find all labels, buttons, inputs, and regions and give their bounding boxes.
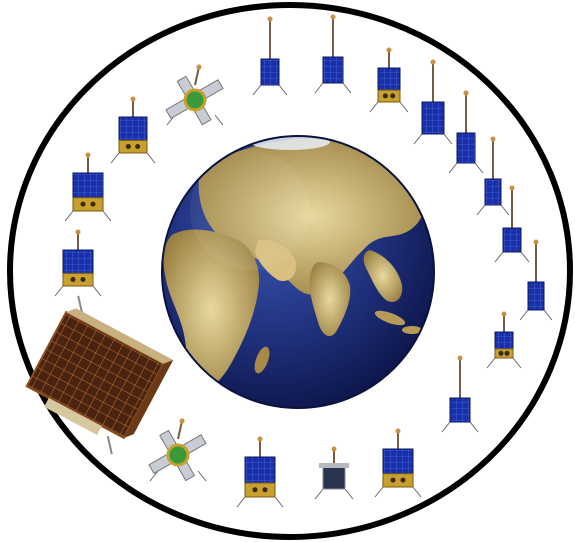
satellite xyxy=(448,90,484,174)
satellite xyxy=(314,446,354,500)
earth-globe xyxy=(161,135,435,409)
satellite xyxy=(236,436,284,508)
satellite xyxy=(441,355,479,433)
large-satellite xyxy=(25,295,174,455)
satellite xyxy=(110,96,156,164)
satellite xyxy=(148,418,207,482)
satellite xyxy=(476,136,510,216)
satellite xyxy=(314,14,352,94)
satellite xyxy=(64,152,112,222)
satellite xyxy=(54,229,102,297)
satellite-ring xyxy=(54,14,553,508)
satellite xyxy=(413,59,453,145)
satellite xyxy=(369,47,409,113)
satellite xyxy=(494,185,530,263)
satellite xyxy=(252,16,288,96)
satellite xyxy=(374,428,422,498)
satellite xyxy=(519,239,553,321)
satellite xyxy=(486,311,522,369)
satellite xyxy=(165,64,224,126)
